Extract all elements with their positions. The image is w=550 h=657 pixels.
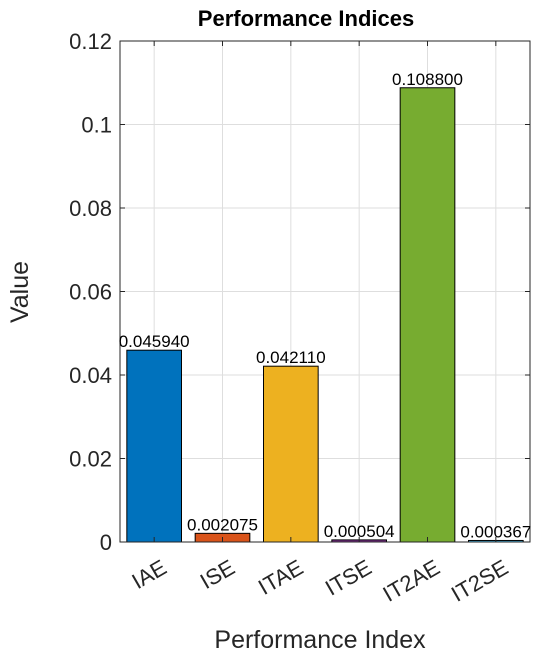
bar-iae: [126, 349, 183, 543]
x-tick-label-it2se: IT2SE: [447, 555, 512, 607]
chart-title: Performance Indices: [198, 6, 414, 31]
data-labels: 0.045940 0.002075 0.042110 0.000504 0.108800…: [119, 70, 532, 542]
y-tick-label: 0.12: [69, 29, 112, 54]
y-tick-label: 0.02: [69, 447, 112, 472]
y-tick-label: 0.04: [69, 363, 112, 388]
y-tick-label: 0.08: [69, 196, 112, 221]
data-label-it2se: 0.000367: [460, 522, 531, 541]
data-label-it2ae: 0.108800: [392, 70, 463, 89]
y-tick-label: 0.1: [81, 113, 112, 138]
x-tick-label-it2ae: IT2AE: [379, 555, 444, 607]
x-tick-labels: IAE ISE ITAE ITSE IT2AE IT2SE: [127, 555, 512, 607]
x-tick-label-iae: IAE: [127, 555, 170, 594]
data-label-iae: 0.045940: [119, 332, 190, 351]
data-label-itse: 0.000504: [324, 522, 395, 541]
x-tick-label-itse: ITSE: [321, 555, 376, 601]
y-axis-label: Value: [6, 261, 34, 323]
bar-it2ae: [399, 87, 456, 543]
y-tick-labels: 0 0.02 0.04 0.06 0.08 0.1 0.12: [69, 29, 112, 555]
axes: [119, 40, 531, 543]
x-tick-label-itae: ITAE: [254, 555, 307, 600]
bars: [126, 87, 524, 543]
y-tick-label: 0: [100, 530, 112, 555]
x-axis-label: Performance Index: [214, 626, 426, 654]
x-tick-label-ise: ISE: [196, 555, 239, 594]
data-label-ise: 0.002075: [187, 515, 258, 534]
y-tick-label: 0.06: [69, 280, 112, 305]
data-label-itae: 0.042110: [256, 348, 326, 367]
bar-itae: [263, 365, 319, 543]
